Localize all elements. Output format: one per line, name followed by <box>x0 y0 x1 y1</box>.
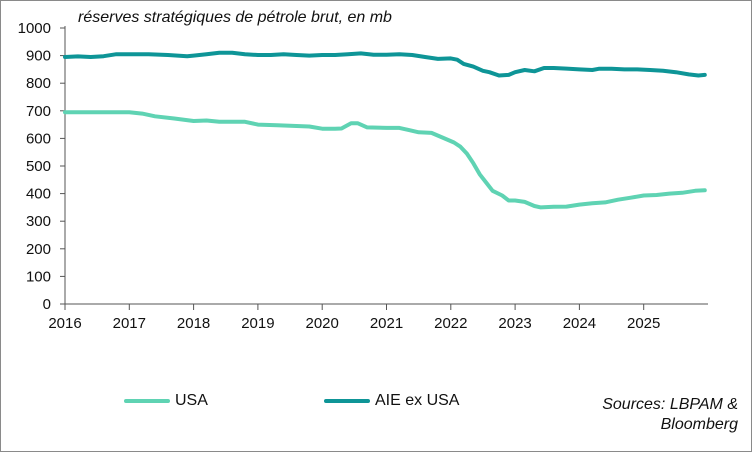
legend-label-usa: USA <box>175 392 208 409</box>
legend: USA AIE ex USA <box>0 380 752 420</box>
series-line-usa <box>63 110 707 210</box>
y-tick-label: 300 <box>26 213 51 230</box>
legend-item-usa: USA <box>124 392 208 410</box>
source-note: Sources: LBPAM & Bloomberg <box>538 395 738 435</box>
source-line-1: Sources: LBPAM & <box>602 396 738 413</box>
series-lines <box>63 50 707 210</box>
y-tick-label: 500 <box>26 158 51 175</box>
legend-swatch-aie-ex-usa <box>324 399 370 403</box>
x-tick-label: 2021 <box>370 315 403 332</box>
x-tick-label: 2023 <box>498 315 531 332</box>
x-tick-label: 2025 <box>627 315 660 332</box>
y-tick-label: 0 <box>43 296 51 313</box>
y-tick-label: 800 <box>26 75 51 92</box>
chart-subtitle: réserves stratégiques de pétrole brut, e… <box>78 9 392 26</box>
x-tick-label: 2019 <box>241 315 274 332</box>
legend-item-aie-ex-usa: AIE ex USA <box>324 392 459 410</box>
y-tick-label: 900 <box>26 48 51 65</box>
x-tick-labels: 2016 2017 2018 2019 2020 2021 2022 2023 2024 2025 <box>48 315 660 332</box>
x-tick-label: 2024 <box>563 315 596 332</box>
x-tick-label: 2020 <box>306 315 339 332</box>
source-line-2: Bloomberg <box>660 416 738 433</box>
y-tick-label: 100 <box>26 268 51 285</box>
x-tick-label: 2016 <box>48 315 81 332</box>
y-tick-labels: 0 100 200 300 400 500 600 700 800 900 1000 <box>18 20 51 313</box>
series-line-aie-ex-usa <box>63 50 707 78</box>
legend-swatch-usa <box>124 399 170 403</box>
y-tick-label: 400 <box>26 186 51 203</box>
x-tick-label: 2017 <box>113 315 146 332</box>
axes <box>60 26 708 310</box>
legend-label-aie-ex-usa: AIE ex USA <box>375 392 460 409</box>
y-tick-label: 700 <box>26 103 51 120</box>
y-tick-label: 600 <box>26 130 51 147</box>
x-tick-label: 2022 <box>434 315 467 332</box>
y-tick-label: 1000 <box>18 20 51 37</box>
y-tick-label: 200 <box>26 241 51 258</box>
x-tick-label: 2018 <box>177 315 210 332</box>
